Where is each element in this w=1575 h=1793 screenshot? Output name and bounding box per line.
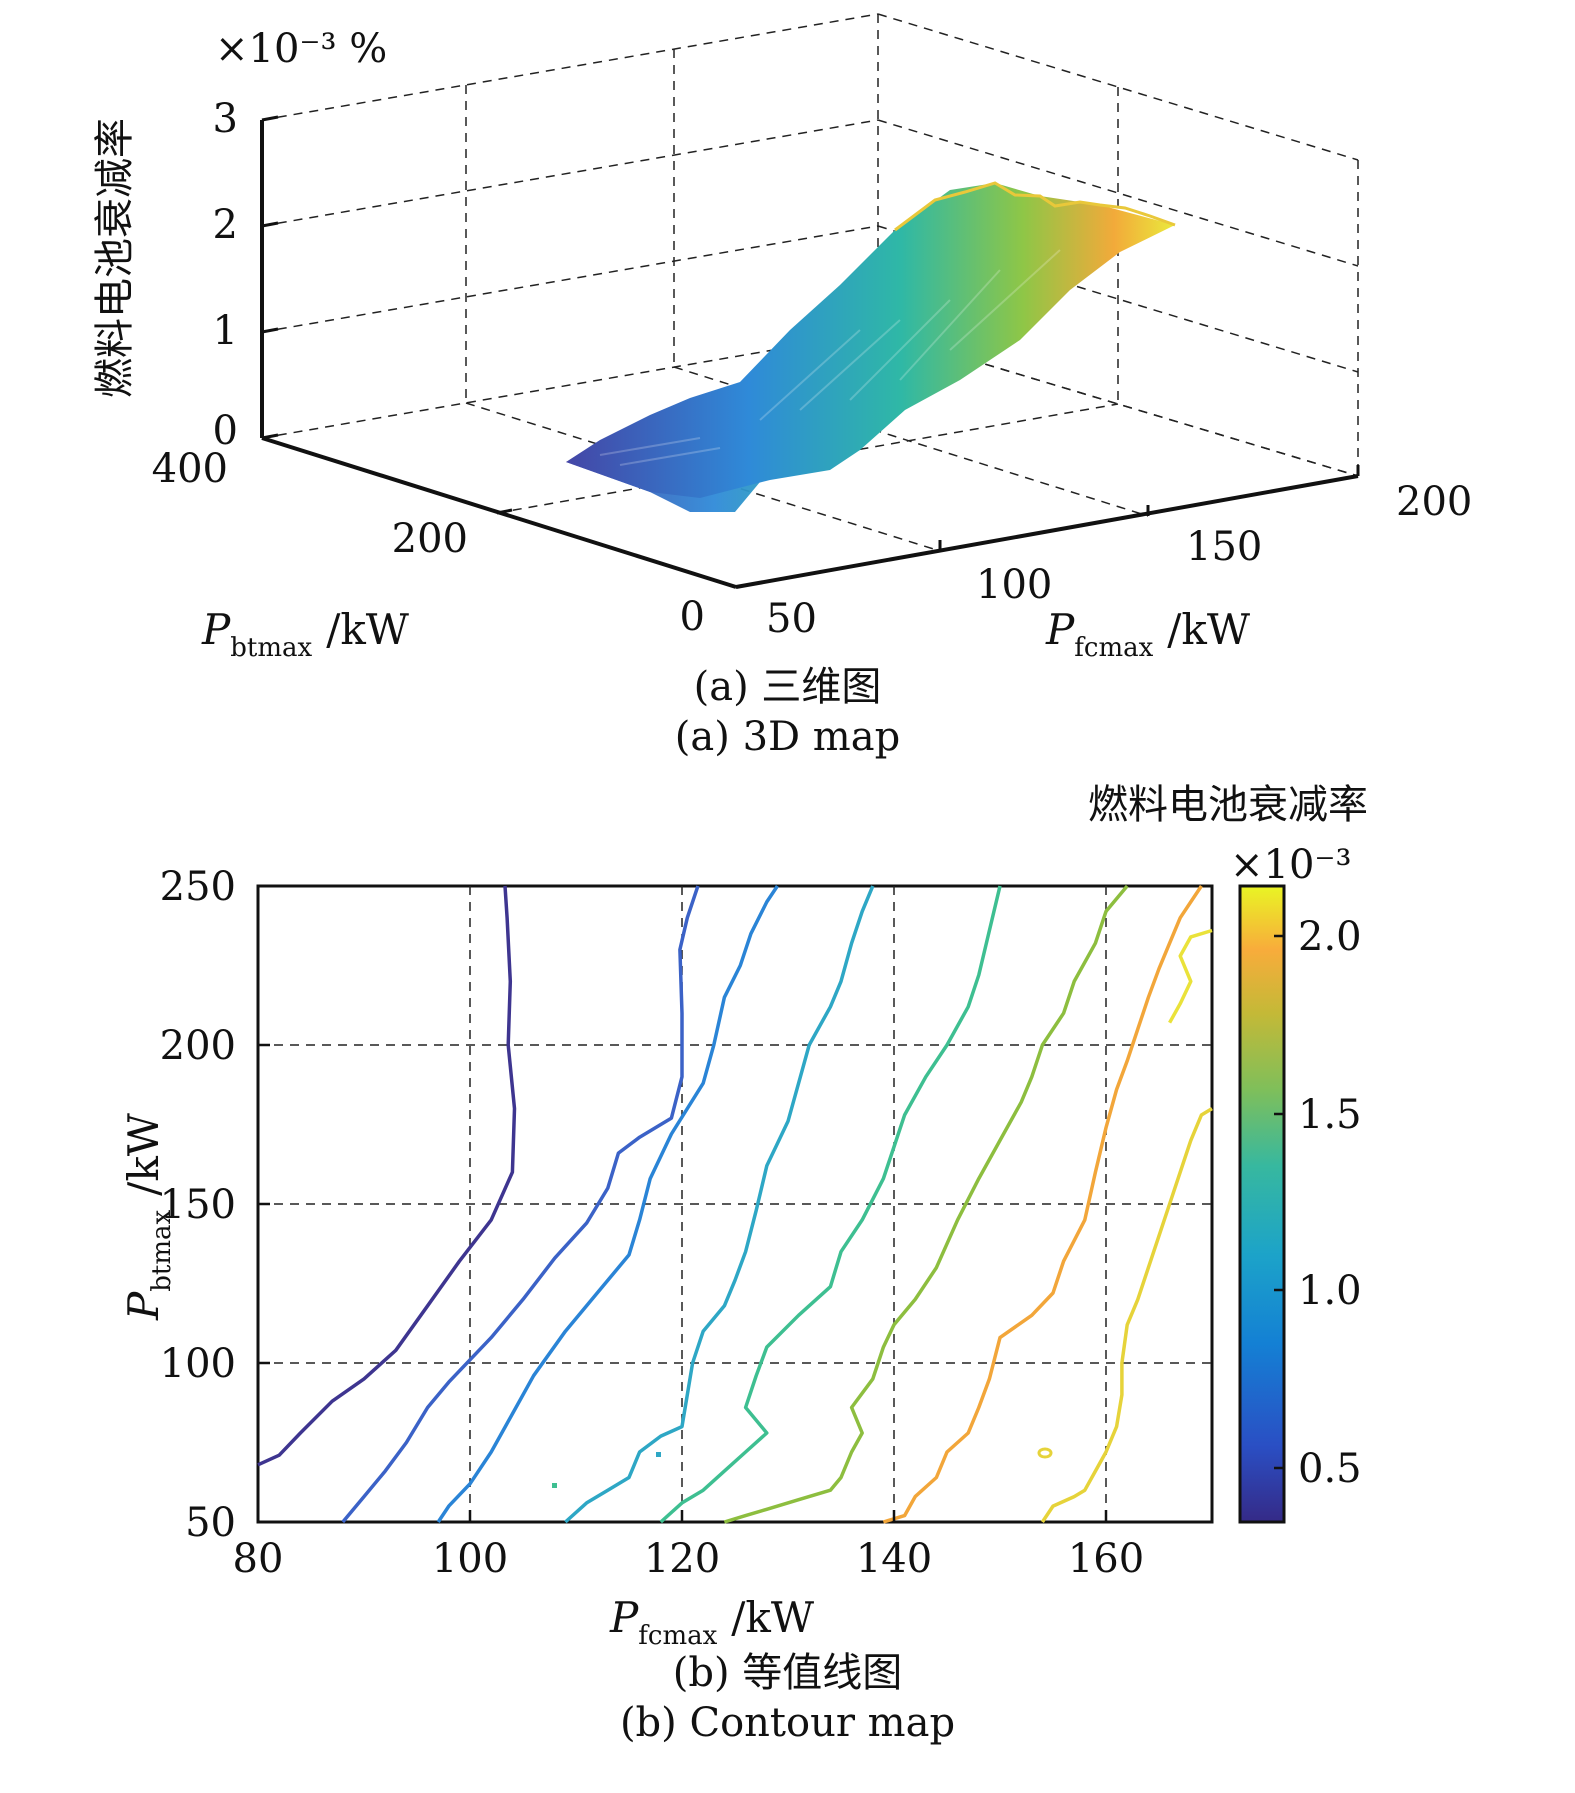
contour-line xyxy=(882,885,1203,1524)
y-tick-label: 100 xyxy=(976,562,1052,608)
x-axis-subscript: fcmax xyxy=(638,1621,717,1651)
grid-3d xyxy=(261,13,1359,588)
plot-area xyxy=(256,884,1214,1524)
y-tick-label: 200 xyxy=(160,1023,236,1069)
x-tick-label: 0 xyxy=(680,594,705,640)
island xyxy=(552,1483,557,1488)
colorbar-tick-label: 0.5 xyxy=(1298,1446,1362,1492)
colorbar xyxy=(1238,884,1286,1524)
surface-top xyxy=(566,183,1175,498)
colorbar-tick-label: 1.0 xyxy=(1298,1268,1362,1314)
contour-chart: 燃料电池衰减率 ×10⁻³ 250 200 150 100 50 80 100 … xyxy=(119,782,1368,1651)
y-axis-symbol: P xyxy=(1045,605,1075,654)
colorbar-tick-label: 1.5 xyxy=(1298,1092,1362,1138)
y-axis-label: Pbtmax/kW xyxy=(119,1112,177,1321)
contour-line xyxy=(341,885,700,1524)
caption-a-cn: (a) 三维图 xyxy=(693,664,882,710)
caption-a-en: (a) 3D map xyxy=(674,714,901,760)
x-axis-unit: /kW xyxy=(731,1593,815,1642)
island xyxy=(656,1452,661,1457)
colorbar-title: 燃料电池衰减率 xyxy=(1088,782,1368,828)
x-tick-label: 80 xyxy=(233,1536,284,1582)
y-axis-subscript: fcmax xyxy=(1074,633,1153,663)
x-axis-label: Pbtmax/kW xyxy=(201,605,410,663)
z-axis-ticks xyxy=(261,115,1360,589)
z-tick-label: 3 xyxy=(213,96,238,142)
z-tick-label: 0 xyxy=(213,408,238,454)
y-tick-label: 150 xyxy=(160,1182,236,1228)
y-tick-label: 200 xyxy=(1396,479,1472,525)
contour-lines xyxy=(257,884,1213,1524)
y-axis-unit: /kW xyxy=(119,1112,168,1196)
contour-islands xyxy=(552,1447,1053,1488)
axis-ticks xyxy=(256,884,1108,1524)
y-tick-label: 100 xyxy=(160,1341,236,1387)
surface-3d-chart: 3 2 1 0 ×10⁻³ % 燃料电池衰减率 400 200 0 50 100… xyxy=(92,13,1472,663)
caption-b-en: (b) Contour map xyxy=(619,1700,956,1746)
contour-line xyxy=(1040,1107,1213,1523)
x-axis-label: Pfcmax/kW xyxy=(609,1593,815,1651)
contour-line xyxy=(723,884,1129,1524)
island xyxy=(1037,1447,1053,1459)
y-axis-unit: /kW xyxy=(1167,605,1251,654)
x-tick-label: 400 xyxy=(152,446,228,492)
z-tick-label: 2 xyxy=(213,202,238,248)
x-tick-label: 120 xyxy=(644,1536,720,1582)
x-tick-label: 100 xyxy=(432,1536,508,1582)
contour-line xyxy=(257,885,517,1467)
x-axis-subscript: btmax xyxy=(230,633,312,663)
y-axis-symbol: P xyxy=(119,1291,168,1321)
colorbar-tick-label: 2.0 xyxy=(1298,914,1362,960)
y-axis-subscript: btmax xyxy=(147,1209,177,1291)
x-tick-label: 160 xyxy=(1068,1536,1144,1582)
x-tick-label: 140 xyxy=(856,1536,932,1582)
y-tick-label: 50 xyxy=(766,596,817,642)
x-axis-symbol: P xyxy=(609,1593,639,1642)
surface xyxy=(566,181,1176,512)
caption-b-cn: (b) 等值线图 xyxy=(672,1650,903,1696)
y-tick-label: 250 xyxy=(160,864,236,910)
contour-line xyxy=(564,885,875,1524)
x-axis-unit: /kW xyxy=(326,605,410,654)
colorbar-ticks xyxy=(1274,934,1284,1470)
contour-line xyxy=(436,885,779,1523)
y-tick-label: 50 xyxy=(185,1500,236,1546)
colorbar-multiplier: ×10⁻³ xyxy=(1230,842,1352,888)
y-axis-label: Pfcmax/kW xyxy=(1045,605,1251,663)
x-tick-label: 200 xyxy=(392,516,468,562)
z-multiplier: ×10⁻³ % xyxy=(215,26,387,72)
y-tick-label: 150 xyxy=(1186,524,1262,570)
z-axis-label: 燃料电池衰减率 xyxy=(92,118,138,398)
z-tick-label: 1 xyxy=(213,308,238,354)
contour-line xyxy=(659,885,1002,1524)
surface-ridge xyxy=(894,181,1176,232)
x-axis-symbol: P xyxy=(201,605,231,654)
contour-line xyxy=(1168,928,1213,1024)
